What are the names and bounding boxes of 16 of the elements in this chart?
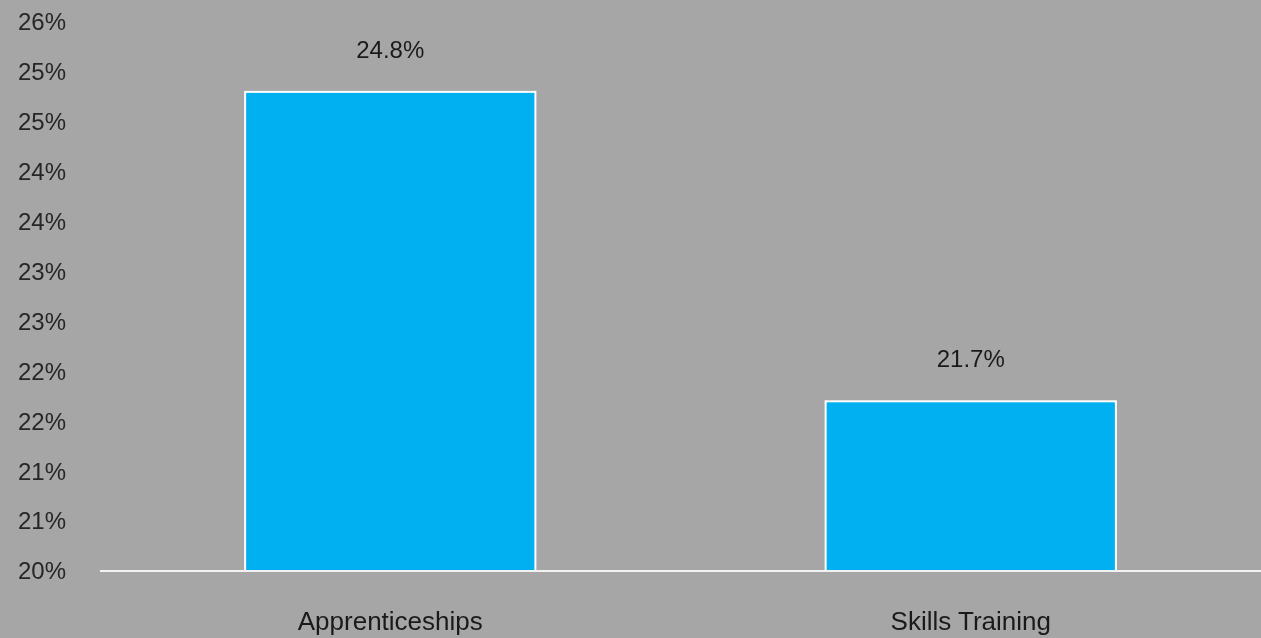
x-tick-label: Skills Training [890, 606, 1051, 636]
y-tick-label: 24% [17, 208, 66, 236]
y-tick-label: 24% [17, 158, 66, 186]
y-tick-label: 23% [17, 307, 66, 335]
y-tick-label: 22% [17, 407, 66, 435]
y-tick-label: 25% [17, 58, 66, 86]
x-tick-label: Apprenticeships [297, 606, 483, 636]
data-label: 21.7% [936, 345, 1005, 373]
y-tick-label: 21% [17, 507, 66, 535]
y-tick-label: 21% [17, 457, 66, 485]
y-tick-label: 20% [17, 557, 66, 585]
y-tick-label: 25% [17, 108, 66, 136]
y-tick-label: 22% [17, 357, 66, 385]
y-tick-label: 23% [17, 257, 66, 285]
y-tick-label: 26% [17, 8, 66, 36]
data-label: 24.8% [356, 35, 425, 63]
